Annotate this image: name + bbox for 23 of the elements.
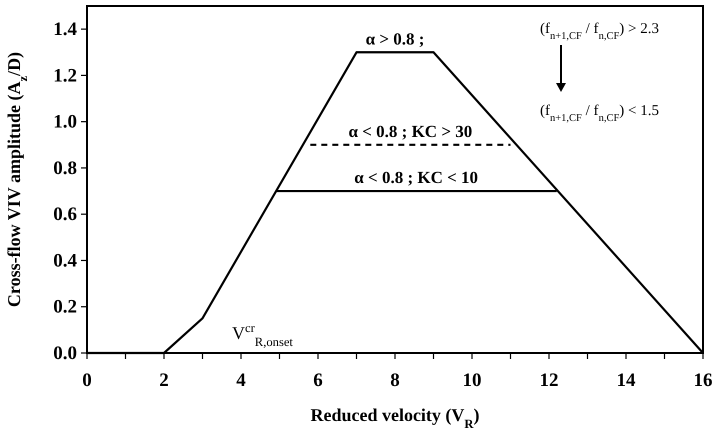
x-tick-label: 8: [390, 370, 400, 391]
series-label: α < 0.8 ; KC < 10: [354, 168, 478, 188]
x-tick-label: 14: [616, 370, 636, 391]
annotation: (f$_{n+1,CF}$ / f$_{n,CF}$) > 2.3: [540, 21, 659, 42]
y-tick-label: 1.2: [53, 65, 77, 86]
y-tick-label: 0.2: [53, 296, 77, 318]
series-label: α < 0.8 ; KC > 30: [348, 122, 472, 141]
series-label: α > 0.8 ;: [366, 29, 424, 48]
y-tick-label: 0.8: [53, 158, 77, 179]
x-tick-label: 10: [462, 370, 482, 391]
y-tick-label: 0.4: [53, 250, 78, 272]
x-tick-label: 12: [540, 370, 558, 391]
x-tick-label: 4: [236, 370, 246, 391]
annotation: (f$_{n+1,CF}$ / f$_{n,CF}$) < 1.5: [540, 103, 659, 124]
y-tick-label: 0.0: [53, 343, 77, 364]
y-tick-label: 0.6: [53, 204, 77, 226]
x-tick-label: 6: [313, 370, 323, 391]
x-tick-label: 0: [82, 370, 92, 391]
x-axis-title: Reduced velocity (V$_{R}$): [310, 405, 480, 431]
x-tick-label: 2: [159, 370, 169, 391]
x-tick-label: 16: [694, 370, 712, 391]
y-tick-label: 1.4: [53, 19, 78, 40]
y-tick-label: 1.0: [53, 112, 77, 133]
